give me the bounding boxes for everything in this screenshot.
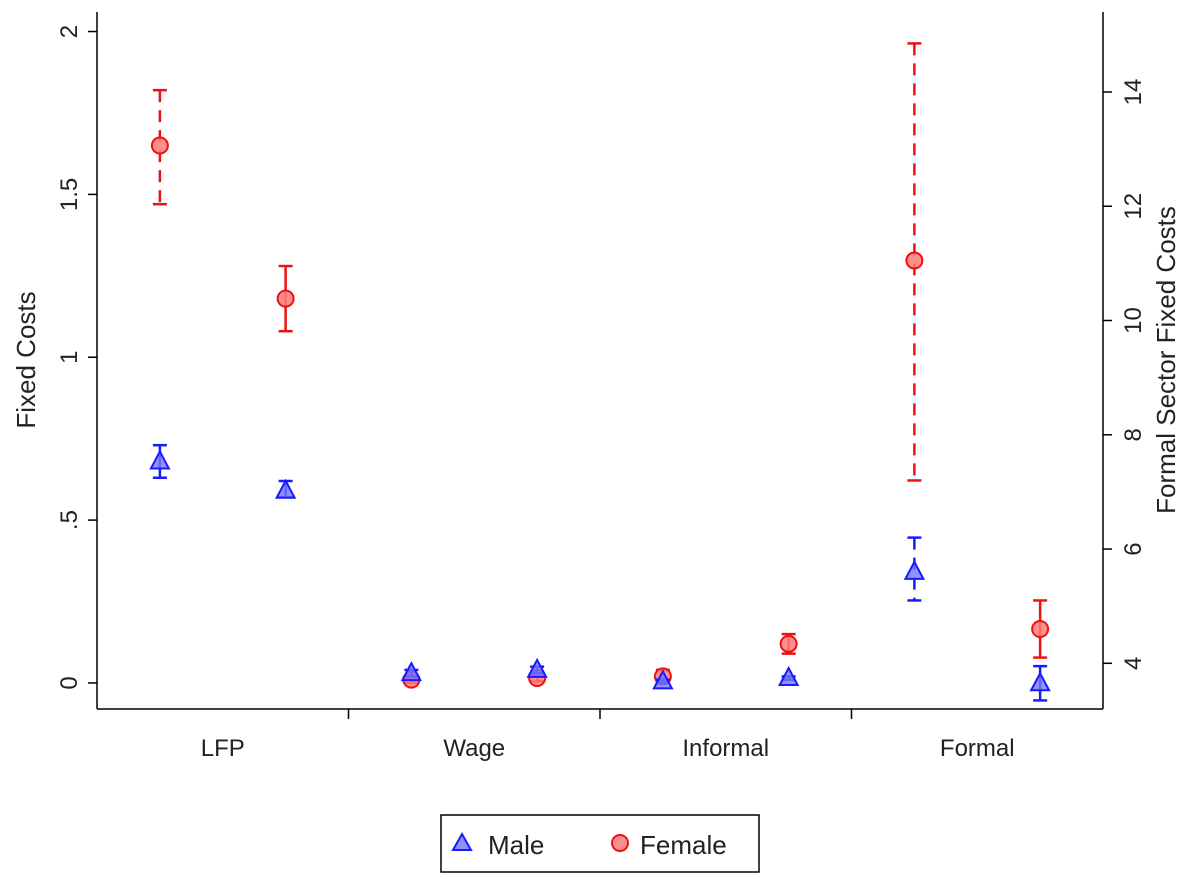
left-tick-label: 1.5 [56,178,83,211]
data-point-female [905,42,924,482]
right-tick-label: 10 [1120,307,1147,334]
male-marker [149,449,171,470]
left-y-axis: 0 .5 1 1.5 2 [56,25,97,690]
legend-female-label: Female [640,830,727,860]
legend-box [440,814,760,873]
data-point-female [150,88,169,206]
data-point-female [779,632,798,655]
female-marker [276,289,295,308]
male-marker [903,559,926,580]
x-category-label: Wage [443,735,505,762]
male-marker [400,661,423,682]
data-point-male [652,669,674,690]
data-point-male [526,657,548,678]
legend-male-label: Male [488,830,544,860]
x-category-label: Informal [682,735,769,762]
right-tick-label: 6 [1120,542,1147,555]
data-point-female [276,264,295,333]
right-tick-label: 12 [1120,193,1147,220]
data-point-male [274,478,297,499]
male-marker [1029,671,1051,692]
right-tick-label: 14 [1120,79,1147,106]
left-tick-label: 1 [56,351,83,364]
legend-male-marker [451,831,473,851]
data-point-male [400,661,423,682]
x-axis: LFP Wage Informal Formal [201,709,1015,762]
axes [96,12,1104,710]
left-axis-title: Fixed Costs [11,291,41,428]
right-tick-label: 4 [1120,657,1147,670]
male-marker [652,669,674,690]
female-marker [905,251,924,270]
data-point-female [1031,599,1050,659]
legend: Male Female [440,814,760,873]
data-point-male [149,443,171,480]
data-point-male [777,665,800,687]
right-axis-title: Formal Sector Fixed Costs [1151,206,1181,514]
x-category-label: LFP [201,735,245,762]
male-marker [274,478,297,499]
data-point-male [1029,664,1051,702]
x-category-label: Formal [940,735,1015,762]
left-tick-label: .5 [56,510,83,530]
female-marker [779,634,798,653]
female-marker [150,136,169,155]
data-marks [149,42,1051,702]
left-tick-label: 0 [56,676,83,689]
legend-female-marker [611,834,629,852]
male-marker [526,657,548,678]
left-tick-label: 2 [56,25,83,38]
data-point-male [903,536,926,602]
male-marker [777,665,800,687]
right-y-axis: 4 6 8 10 12 14 [1103,79,1147,670]
right-tick-label: 8 [1120,428,1147,441]
female-marker [1031,620,1050,639]
